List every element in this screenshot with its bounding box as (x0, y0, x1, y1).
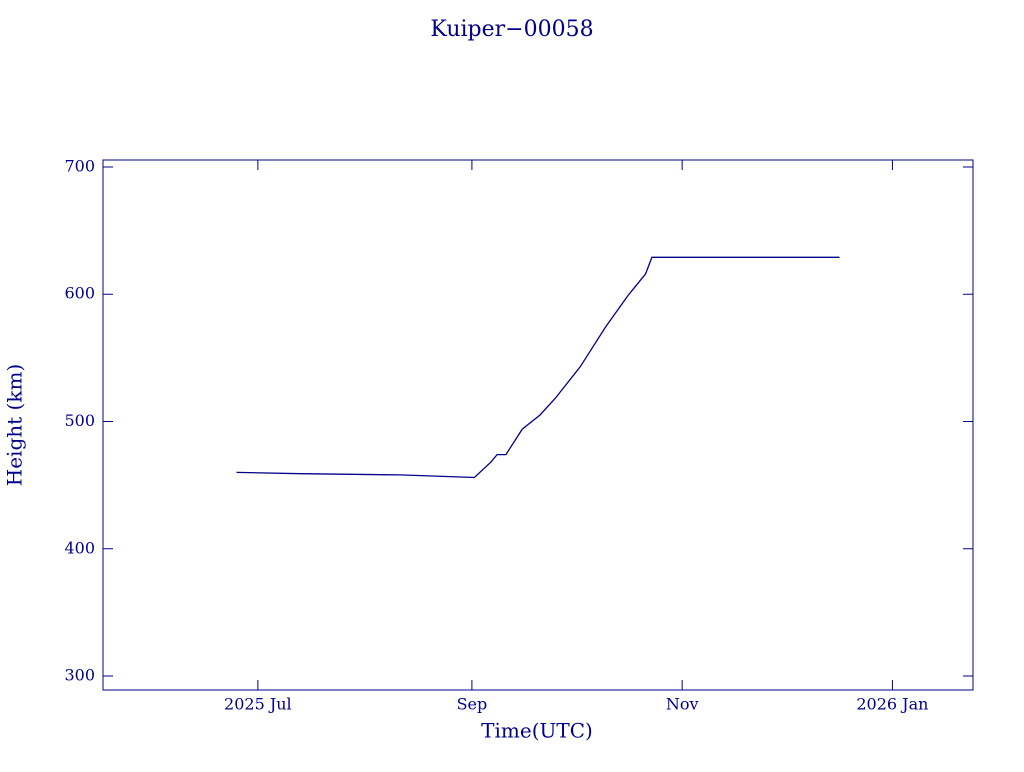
y-tick-label: 500 (64, 411, 95, 430)
x-tick-label: 2025 Jul (224, 695, 292, 714)
x-axis-label: Time(UTC) (481, 719, 593, 743)
y-tick-label: 600 (64, 284, 95, 303)
x-tick-label: Sep (457, 695, 488, 714)
y-tick-label: 300 (64, 666, 95, 685)
y-tick-label: 700 (64, 156, 95, 175)
chart-title: Kuiper−00058 (430, 17, 593, 42)
y-axis-label: Height (km) (3, 364, 27, 486)
data-line (236, 256, 840, 479)
x-tick-label: 2026 Jan (856, 695, 928, 714)
plot-frame (102, 159, 974, 691)
x-tick-label: Nov (666, 695, 699, 714)
y-tick-label: 400 (64, 538, 95, 557)
